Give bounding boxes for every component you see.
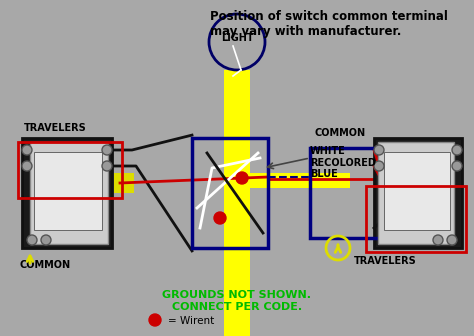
Circle shape bbox=[214, 212, 226, 224]
Bar bbox=[22, 138, 112, 248]
Circle shape bbox=[149, 314, 161, 326]
Bar bbox=[378, 142, 454, 244]
Circle shape bbox=[374, 145, 384, 155]
Bar bbox=[384, 152, 450, 230]
Bar bbox=[310, 148, 380, 238]
Bar bbox=[114, 173, 134, 193]
Circle shape bbox=[374, 161, 384, 171]
Text: TRAVELERS: TRAVELERS bbox=[354, 256, 417, 266]
Text: GROUNDS NOT SHOWN.
CONNECT PER CODE.: GROUNDS NOT SHOWN. CONNECT PER CODE. bbox=[163, 290, 311, 311]
Text: = Wirent: = Wirent bbox=[168, 316, 214, 326]
Text: Position of switch common terminal
may vary with manufacturer.: Position of switch common terminal may v… bbox=[210, 10, 448, 38]
Text: TRAVELERS: TRAVELERS bbox=[24, 123, 87, 133]
Bar bbox=[224, 70, 250, 336]
Circle shape bbox=[433, 235, 443, 245]
Text: LIGHT: LIGHT bbox=[221, 33, 253, 43]
Circle shape bbox=[22, 145, 32, 155]
Bar bbox=[224, 173, 350, 188]
Circle shape bbox=[452, 161, 462, 171]
Bar bbox=[30, 142, 108, 244]
Bar bbox=[34, 152, 102, 230]
Bar bbox=[192, 138, 268, 248]
Circle shape bbox=[27, 235, 37, 245]
Circle shape bbox=[102, 161, 112, 171]
Circle shape bbox=[41, 235, 51, 245]
Text: WHITE
RECOLORED
BLUE: WHITE RECOLORED BLUE bbox=[310, 146, 376, 179]
Text: COMMON: COMMON bbox=[20, 260, 71, 270]
Circle shape bbox=[22, 161, 32, 171]
Text: COMMON: COMMON bbox=[315, 128, 366, 138]
Circle shape bbox=[452, 145, 462, 155]
Bar bbox=[366, 186, 466, 252]
Bar bbox=[18, 142, 122, 198]
Bar bbox=[374, 138, 462, 248]
Circle shape bbox=[102, 145, 112, 155]
Circle shape bbox=[236, 172, 248, 184]
Circle shape bbox=[447, 235, 457, 245]
